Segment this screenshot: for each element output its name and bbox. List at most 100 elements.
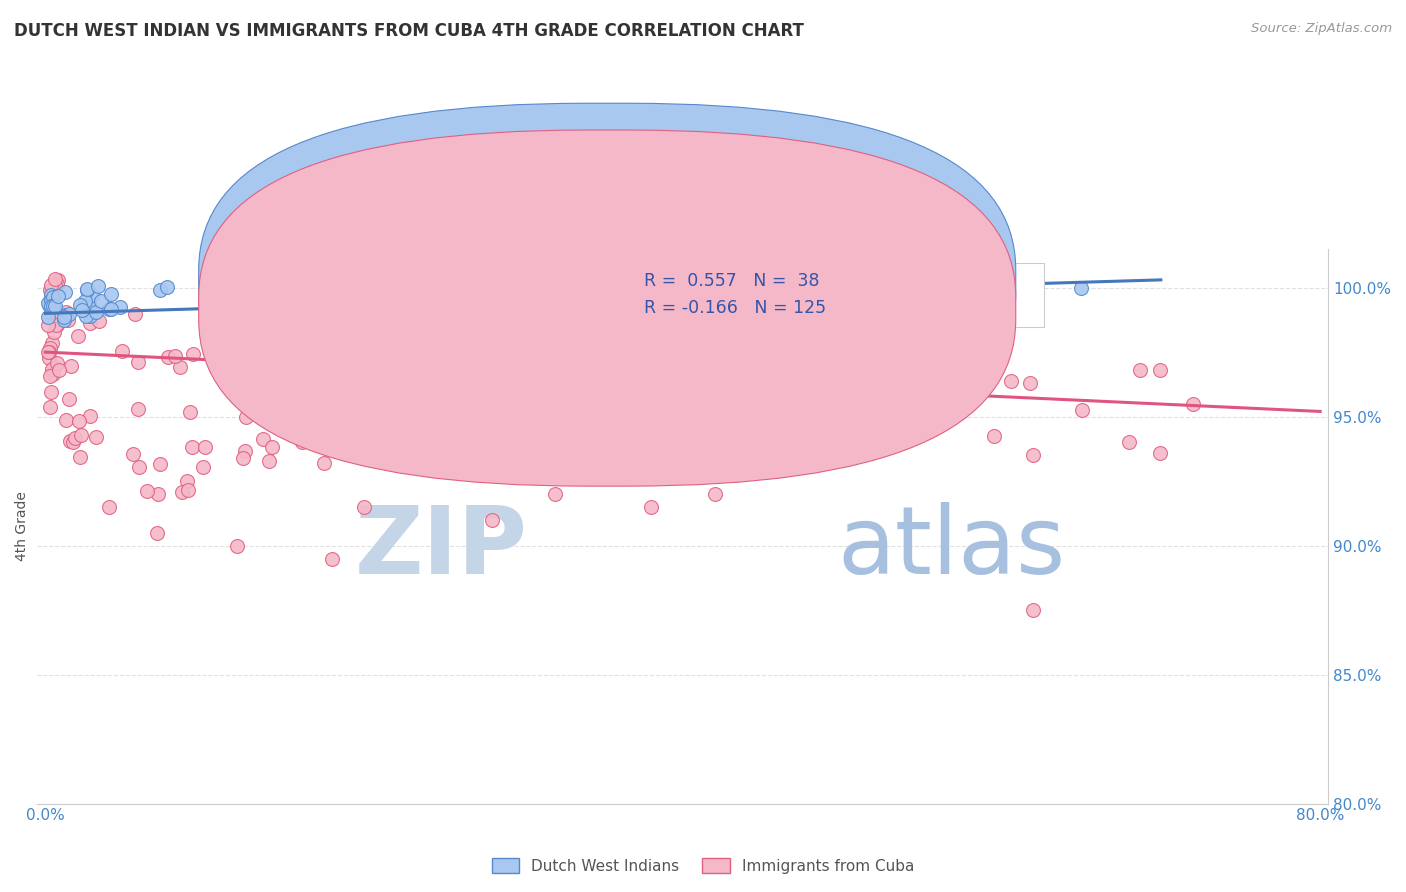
Point <box>38 351 60 365</box>
Legend: Dutch West Indians, Immigrants from Cuba: Dutch West Indians, Immigrants from Cuba <box>485 852 921 880</box>
Point <box>235 410 257 425</box>
Point <box>1070 280 1092 294</box>
Point <box>46 318 69 332</box>
Point <box>39 368 62 383</box>
Point <box>177 483 200 497</box>
Point <box>779 369 801 384</box>
Point <box>65 432 87 446</box>
Point <box>44 278 66 293</box>
Point <box>41 336 63 351</box>
Point <box>481 293 503 308</box>
Point <box>46 273 69 287</box>
Point <box>79 409 101 423</box>
Text: DUTCH WEST INDIAN VS IMMIGRANTS FROM CUBA 4TH GRADE CORRELATION CHART: DUTCH WEST INDIAN VS IMMIGRANTS FROM CUB… <box>14 22 804 40</box>
Point <box>380 435 402 450</box>
Point <box>98 500 121 514</box>
Point <box>58 313 80 327</box>
Point <box>79 309 101 323</box>
Point <box>44 272 66 286</box>
Point <box>69 450 91 465</box>
Point <box>77 301 100 315</box>
Point <box>52 313 75 327</box>
Point <box>381 370 404 384</box>
Point <box>44 326 66 340</box>
Point <box>76 282 98 296</box>
Point <box>149 457 172 471</box>
Point <box>42 299 65 313</box>
Point <box>39 400 62 414</box>
Text: ZIP: ZIP <box>354 502 527 594</box>
Point <box>46 289 69 303</box>
Point <box>1118 435 1140 450</box>
Point <box>983 429 1005 443</box>
Text: Source: ZipAtlas.com: Source: ZipAtlas.com <box>1251 22 1392 36</box>
Point <box>262 440 284 454</box>
Point <box>697 358 720 372</box>
Point <box>651 448 673 462</box>
Point <box>292 426 315 441</box>
Point <box>38 344 60 359</box>
Point <box>100 302 122 317</box>
Point <box>1000 374 1022 388</box>
Point <box>39 299 62 313</box>
Point <box>800 408 823 422</box>
Y-axis label: 4th Grade: 4th Grade <box>15 491 30 561</box>
Point <box>257 454 280 468</box>
Point <box>321 551 343 566</box>
Point <box>45 303 67 318</box>
Point <box>481 513 503 527</box>
Point <box>252 432 274 446</box>
Point <box>69 298 91 312</box>
Point <box>67 329 90 343</box>
Point <box>37 296 59 310</box>
Point <box>501 419 523 434</box>
Point <box>121 447 143 461</box>
Point <box>84 305 107 319</box>
Point <box>46 356 69 370</box>
Point <box>193 460 215 475</box>
Point <box>45 318 67 332</box>
Point <box>544 487 567 501</box>
Point <box>69 428 91 442</box>
FancyBboxPatch shape <box>567 263 1045 326</box>
Point <box>526 428 548 442</box>
Point <box>325 442 347 457</box>
Point <box>179 404 201 418</box>
Point <box>128 460 150 475</box>
Point <box>62 435 84 450</box>
Point <box>42 290 65 304</box>
FancyBboxPatch shape <box>198 103 1015 459</box>
Point <box>42 300 65 314</box>
Point <box>157 350 180 364</box>
Point <box>124 307 146 321</box>
Point <box>53 308 76 322</box>
Point <box>703 487 725 501</box>
Point <box>58 434 80 448</box>
Point <box>235 444 257 458</box>
Point <box>45 277 67 291</box>
Point <box>39 293 62 307</box>
Point <box>353 500 375 514</box>
Point <box>76 283 98 297</box>
Point <box>90 294 112 309</box>
Point <box>111 343 134 358</box>
Point <box>52 310 75 324</box>
Point <box>41 297 63 311</box>
Point <box>58 392 80 407</box>
Point <box>149 284 172 298</box>
Point <box>1019 376 1042 390</box>
Point <box>127 355 149 369</box>
Point <box>295 360 318 375</box>
Point <box>312 456 335 470</box>
Point <box>39 288 62 302</box>
Point <box>42 359 65 374</box>
Point <box>44 304 66 318</box>
Point <box>38 283 60 297</box>
Point <box>1181 397 1204 411</box>
Point <box>44 299 66 313</box>
Point <box>232 450 254 465</box>
Point <box>87 314 110 328</box>
Point <box>100 287 122 301</box>
Point <box>1149 363 1171 377</box>
Point <box>41 385 63 400</box>
